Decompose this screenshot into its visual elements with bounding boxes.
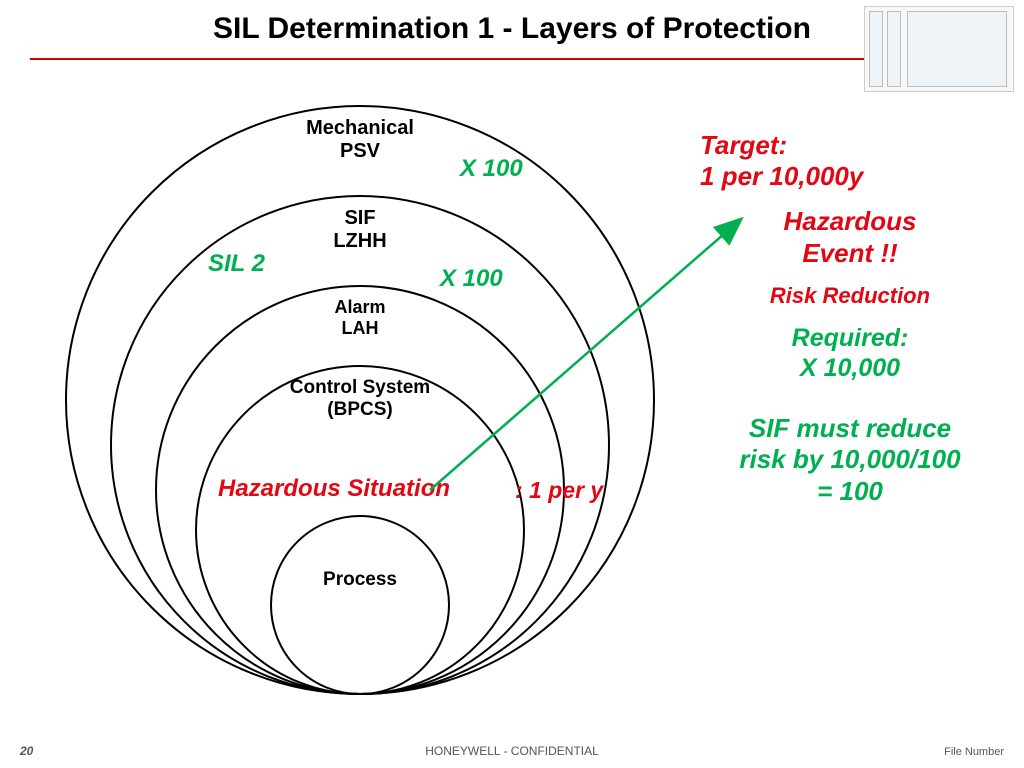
annotation-x100-top: X 100 — [460, 155, 523, 183]
conclusion-text: SIF must reduce risk by 10,000/100 = 100 — [700, 413, 1000, 507]
annotation-x100-mid: X 100 — [440, 265, 503, 293]
ring-proc — [270, 515, 450, 695]
hazardous-event-text: HazardousEvent !! — [700, 206, 1000, 268]
target-text: Target:1 per 10,000y — [700, 130, 1000, 192]
right-column: Target:1 per 10,000y HazardousEvent !! R… — [700, 130, 1000, 521]
ring-label-psv: MechanicalPSV — [270, 117, 450, 163]
slide-thumbnail — [864, 6, 1014, 92]
risk-reduction-text: Risk Reduction — [700, 283, 1000, 309]
annotation-one-per-y: : 1 per y — [515, 477, 603, 504]
ring-label-sif: SIFLZHH — [270, 207, 450, 253]
required-text: Required:X 10,000 — [700, 323, 1000, 383]
annotation-sil2: SIL 2 — [208, 250, 265, 278]
ring-label-bpcs: Control System(BPCS) — [270, 377, 450, 421]
footer-center: HONEYWELL - CONFIDENTIAL — [0, 744, 1024, 758]
footer-right: File Number — [944, 746, 1004, 758]
title-underline — [30, 58, 994, 60]
ring-label-proc: Process — [270, 569, 450, 591]
layers-diagram: MechanicalPSV SIFLZHH AlarmLAH Control Syst… — [50, 95, 670, 705]
annotation-haz-sit: Hazardous Situation — [218, 475, 450, 503]
ring-label-alarm: AlarmLAH — [270, 297, 450, 338]
